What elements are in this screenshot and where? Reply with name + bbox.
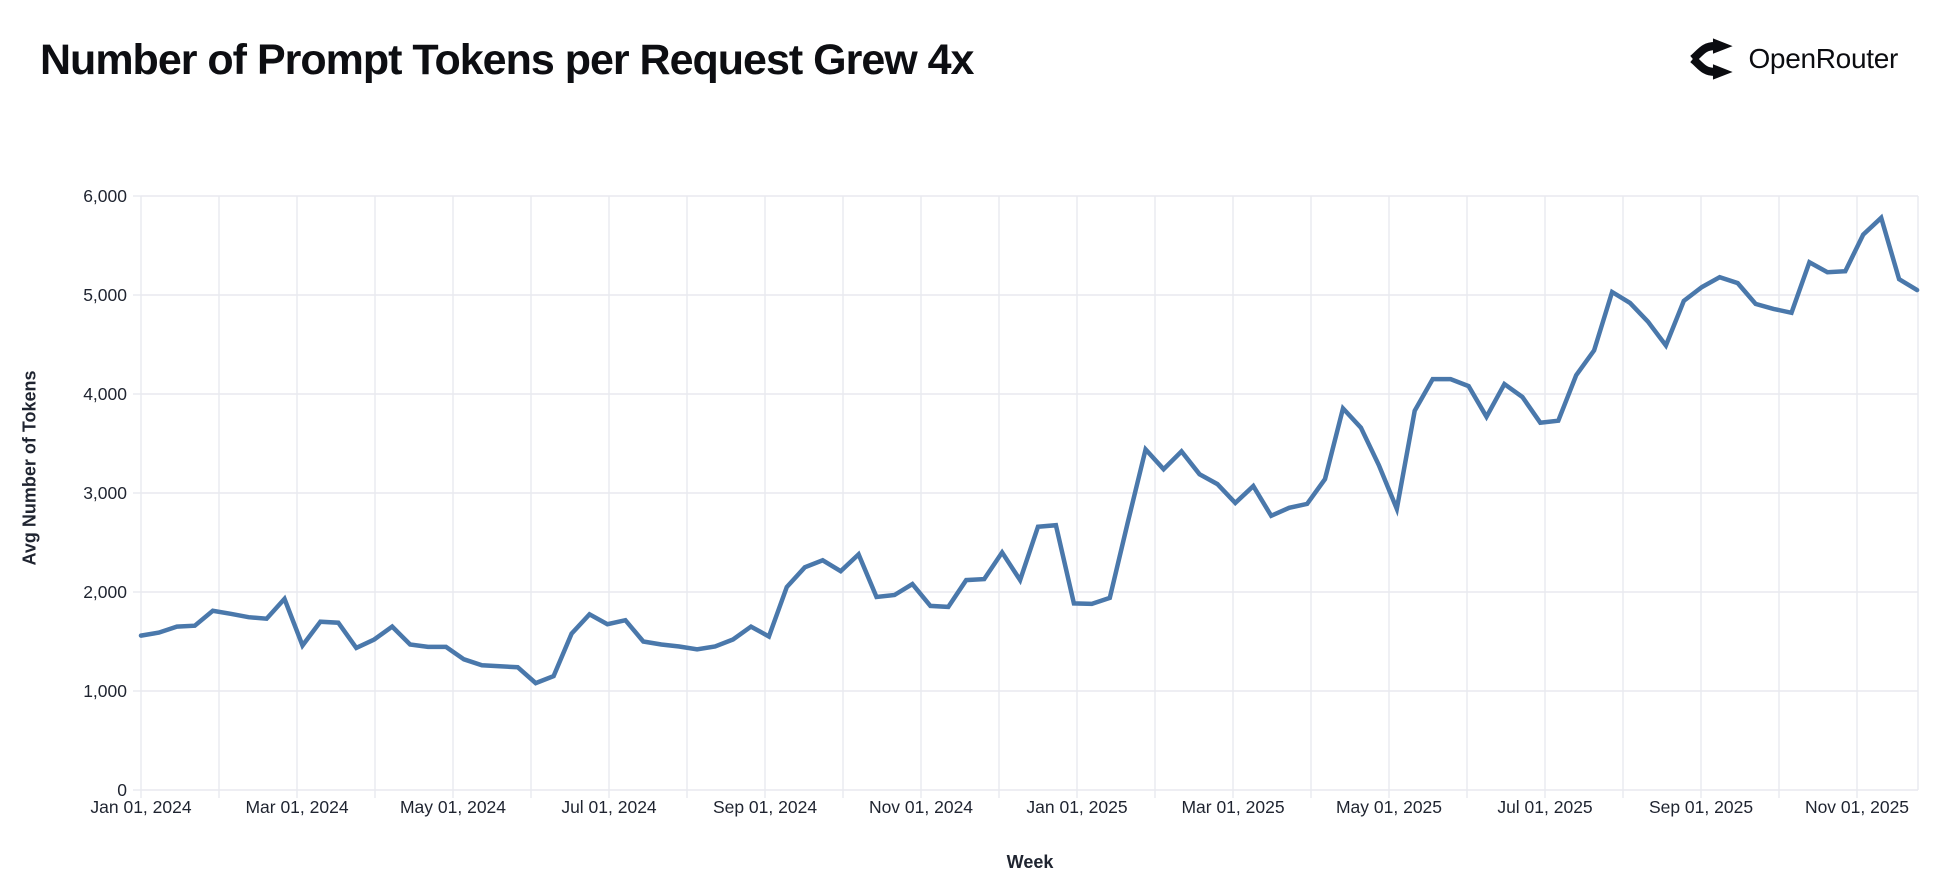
x-tick-label: Jul 01, 2024 (561, 797, 657, 817)
page-title: Number of Prompt Tokens per Request Grew… (40, 36, 974, 84)
tick-labels: 0 1,000 2,000 3,000 4,000 5,000 6,000 Jan 01, 2… (83, 186, 1909, 817)
y-tick-label: 6,000 (83, 186, 127, 206)
y-axis-title: Avg Number of Tokens (19, 370, 40, 566)
x-tick-label: Sep 01, 2025 (1649, 797, 1753, 817)
x-tick-label: Mar 01, 2024 (245, 797, 348, 817)
y-tick-label: 1,000 (83, 681, 127, 701)
y-tick-label: 4,000 (83, 384, 127, 404)
x-tick-label: May 01, 2024 (400, 797, 506, 817)
data-line (138, 213, 1920, 686)
y-tick-label: 3,000 (83, 483, 127, 503)
gridlines (133, 195, 1919, 798)
openrouter-brand: OpenRouter (1689, 36, 1898, 82)
y-tick-label: 0 (117, 780, 127, 800)
x-tick-label: Mar 01, 2025 (1181, 797, 1284, 817)
y-tick-label: 2,000 (83, 582, 127, 602)
x-tick-label: Jan 01, 2025 (1026, 797, 1127, 817)
openrouter-logo-icon (1689, 36, 1735, 82)
x-tick-label: Nov 01, 2025 (1805, 797, 1909, 817)
y-tick-label: 5,000 (83, 285, 127, 305)
x-tick-label: Nov 01, 2024 (869, 797, 973, 817)
x-tick-label: Jan 01, 2024 (90, 797, 191, 817)
x-axis-title: Week (1006, 852, 1054, 872)
x-tick-label: Sep 01, 2024 (713, 797, 817, 817)
brand-name: OpenRouter (1748, 43, 1898, 74)
x-tick-label: Jul 01, 2025 (1497, 797, 1592, 817)
x-tick-label: May 01, 2025 (1336, 797, 1442, 817)
